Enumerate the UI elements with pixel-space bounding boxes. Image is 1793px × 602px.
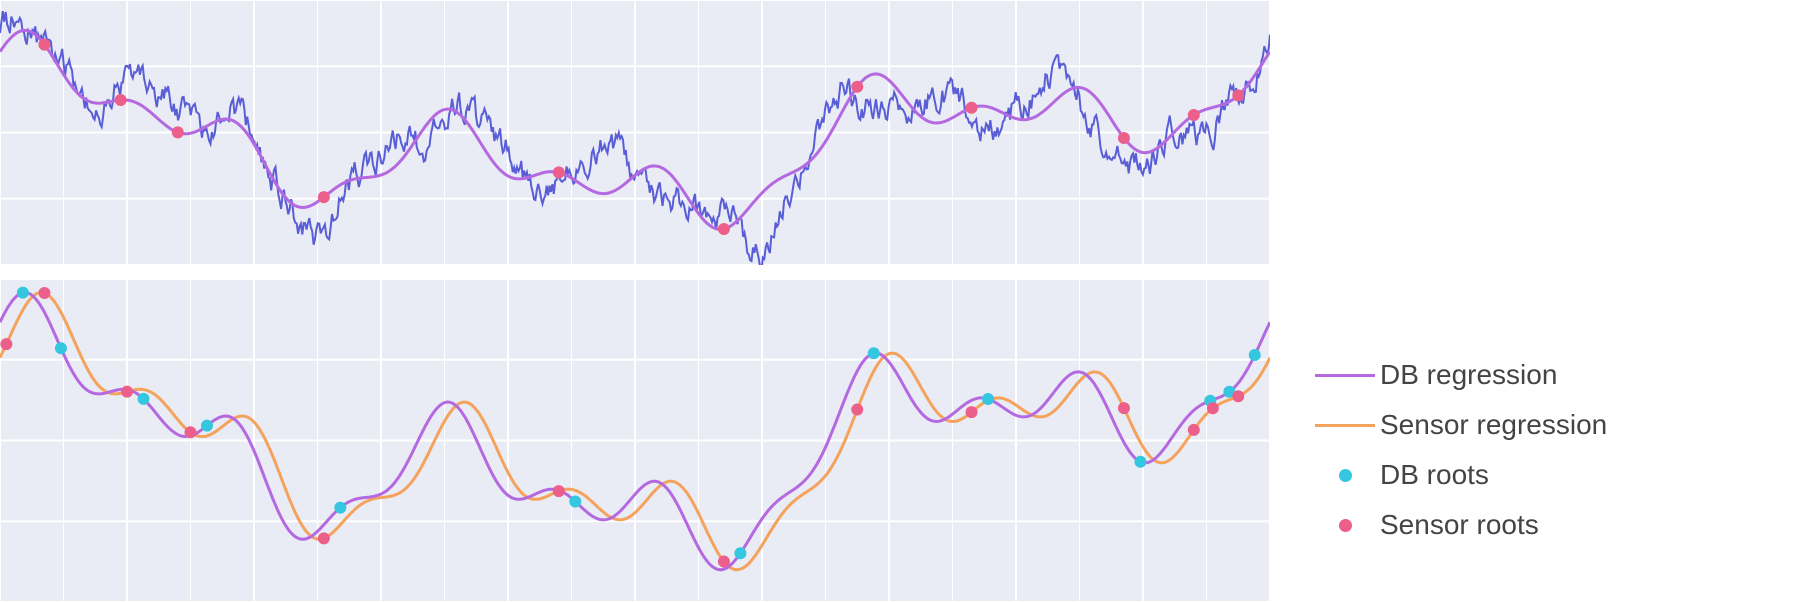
- sensor-root-marker: [1232, 89, 1244, 101]
- sensor-root-marker: [966, 102, 978, 114]
- sensor-root-marker: [851, 81, 863, 93]
- sensor-root-marker: [115, 94, 127, 106]
- sensor-root-marker: [172, 126, 184, 138]
- sensor-root-marker: [38, 39, 50, 51]
- sensor-root-marker: [318, 532, 330, 544]
- sensor-root-marker: [185, 426, 197, 438]
- legend-swatch-line: [1310, 424, 1380, 427]
- legend-label: Sensor roots: [1380, 509, 1539, 541]
- legend-swatch-dot: [1310, 519, 1380, 532]
- sensor-root-marker: [1207, 402, 1219, 414]
- legend-swatch-line: [1310, 374, 1380, 377]
- sensor-root-marker: [318, 191, 330, 203]
- db-root-marker: [569, 495, 581, 507]
- sensor-root-marker: [851, 404, 863, 416]
- top-chart: [0, 0, 1270, 265]
- sensor-root-marker: [718, 556, 730, 568]
- db-root-marker: [1249, 349, 1261, 361]
- legend: DB regression Sensor regression DB roots…: [1310, 350, 1780, 550]
- db-root-marker: [982, 393, 994, 405]
- bottom-chart: [0, 279, 1270, 602]
- sensor-root-marker: [121, 386, 133, 398]
- sensor-root-marker: [38, 287, 50, 299]
- db-root-marker: [734, 547, 746, 559]
- db-root-marker: [868, 347, 880, 359]
- legend-label: Sensor regression: [1380, 409, 1607, 441]
- db-root-marker: [138, 393, 150, 405]
- db-root-marker: [201, 420, 213, 432]
- legend-swatch-dot: [1310, 469, 1380, 482]
- legend-label: DB roots: [1380, 459, 1489, 491]
- sensor-root-marker: [1118, 402, 1130, 414]
- legend-label: DB regression: [1380, 359, 1557, 391]
- sensor-root-marker: [1188, 109, 1200, 121]
- db-root-marker: [17, 287, 29, 299]
- sensor-root-marker: [553, 166, 565, 178]
- legend-item-sensor-regression: Sensor regression: [1310, 400, 1780, 450]
- legend-item-sensor-roots: Sensor roots: [1310, 500, 1780, 550]
- sensor-root-marker: [966, 406, 978, 418]
- sensor-root-marker: [718, 223, 730, 235]
- legend-item-db-regression: DB regression: [1310, 350, 1780, 400]
- sensor-root-marker: [1188, 424, 1200, 436]
- db-root-marker: [1134, 456, 1146, 468]
- sensor-root-marker: [0, 338, 12, 350]
- db-root-marker: [334, 502, 346, 514]
- db-root-marker: [55, 342, 67, 354]
- sensor-root-marker: [1118, 132, 1130, 144]
- sensor-root-marker: [1232, 390, 1244, 402]
- legend-item-db-roots: DB roots: [1310, 450, 1780, 500]
- sensor-root-marker: [553, 485, 565, 497]
